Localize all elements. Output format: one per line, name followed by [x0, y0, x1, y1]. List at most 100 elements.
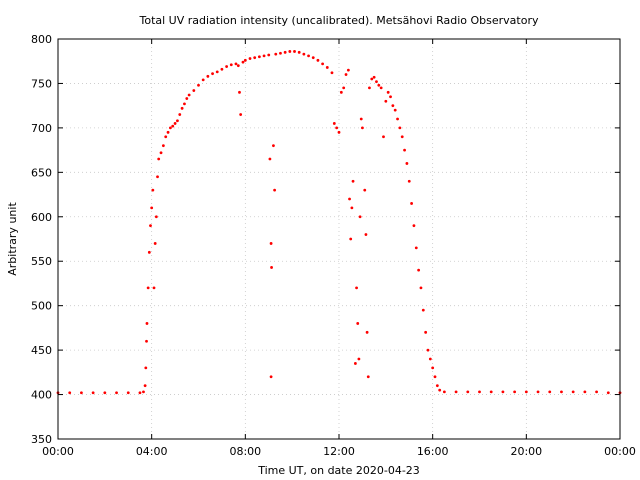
data-point	[414, 246, 418, 250]
data-point	[185, 97, 189, 100]
data-point	[368, 86, 371, 90]
data-point	[410, 202, 413, 205]
data-point	[356, 322, 360, 325]
data-point	[183, 102, 186, 106]
data-point	[513, 390, 517, 394]
y-tick-label: 450	[31, 344, 52, 357]
data-point	[171, 124, 175, 128]
data-point	[153, 242, 157, 245]
data-point	[382, 135, 385, 139]
data-point	[524, 390, 528, 394]
data-point	[363, 188, 367, 192]
data-points	[56, 50, 622, 395]
data-point	[274, 52, 278, 56]
data-point	[145, 339, 148, 343]
data-point	[238, 90, 241, 94]
data-point	[180, 106, 184, 110]
y-axis-label: Arbitrary unit	[6, 202, 19, 276]
x-tick-label: 04:00	[136, 445, 168, 458]
data-point	[138, 391, 142, 395]
data-point	[192, 89, 196, 92]
data-point	[220, 67, 224, 71]
data-point	[293, 50, 296, 53]
data-point	[151, 188, 155, 192]
data-point	[225, 65, 229, 68]
data-point	[234, 62, 238, 66]
data-point	[560, 390, 563, 394]
data-point	[350, 206, 354, 210]
x-tick-label: 16:00	[417, 445, 449, 458]
data-point	[166, 130, 170, 134]
data-point	[332, 122, 336, 125]
data-point	[269, 375, 273, 379]
data-point	[269, 242, 273, 245]
data-point	[421, 308, 425, 312]
data-point	[384, 99, 388, 103]
data-point	[268, 157, 272, 161]
data-point	[147, 250, 151, 254]
data-point	[169, 126, 172, 130]
data-point	[154, 215, 158, 219]
data-point	[595, 390, 598, 394]
data-point	[339, 90, 343, 94]
data-point	[478, 390, 481, 394]
data-point	[489, 390, 493, 394]
data-point	[262, 54, 266, 58]
y-tick-label: 650	[31, 166, 52, 179]
y-axis-ticks: 350 400 450 500 550 600 650 700 750 800	[31, 33, 620, 446]
data-point	[366, 375, 370, 379]
data-point	[248, 57, 252, 60]
data-point	[330, 71, 334, 75]
data-point	[173, 122, 177, 125]
data-point	[365, 330, 369, 334]
data-point	[197, 83, 200, 87]
data-point	[243, 58, 247, 62]
data-point	[405, 162, 409, 165]
data-point	[353, 362, 357, 365]
y-tick-label: 800	[31, 33, 52, 46]
data-point	[426, 348, 430, 352]
data-point	[321, 62, 325, 66]
data-point	[351, 179, 355, 183]
grid-lines	[58, 39, 620, 439]
data-point	[358, 215, 362, 219]
data-point	[68, 391, 72, 395]
data-point	[454, 390, 458, 394]
data-point	[377, 83, 381, 87]
data-point	[337, 130, 341, 134]
data-point	[357, 357, 361, 361]
data-point	[267, 53, 271, 57]
data-point	[364, 233, 368, 236]
data-point	[157, 157, 161, 161]
data-point	[239, 113, 243, 116]
data-point	[442, 390, 446, 394]
data-point	[407, 179, 411, 183]
data-point	[206, 74, 210, 78]
data-point	[433, 375, 437, 379]
data-point	[270, 266, 273, 269]
data-point	[201, 78, 205, 82]
data-point	[355, 286, 358, 290]
data-point	[146, 286, 150, 290]
data-point	[152, 286, 156, 290]
data-point	[501, 390, 505, 394]
y-tick-label: 750	[31, 77, 52, 90]
data-point	[361, 126, 364, 130]
x-tick-label: 00:00	[42, 445, 74, 458]
data-point	[372, 75, 376, 79]
data-point	[435, 384, 439, 388]
chart-title: Total UV radiation intensity (uncalibrat…	[139, 14, 539, 27]
x-axis-ticks: 00:00 04:00 08:00 12:00 16:00 20:00 00:00	[42, 39, 636, 458]
data-point	[438, 388, 442, 392]
data-point	[403, 148, 406, 152]
data-point	[419, 286, 423, 290]
data-point	[236, 64, 240, 68]
data-point	[144, 366, 148, 370]
data-point	[211, 72, 214, 76]
data-point	[150, 206, 154, 210]
data-point	[571, 390, 575, 394]
data-point	[272, 144, 275, 148]
data-point	[91, 391, 95, 395]
data-point	[316, 58, 320, 62]
data-point	[80, 391, 83, 395]
